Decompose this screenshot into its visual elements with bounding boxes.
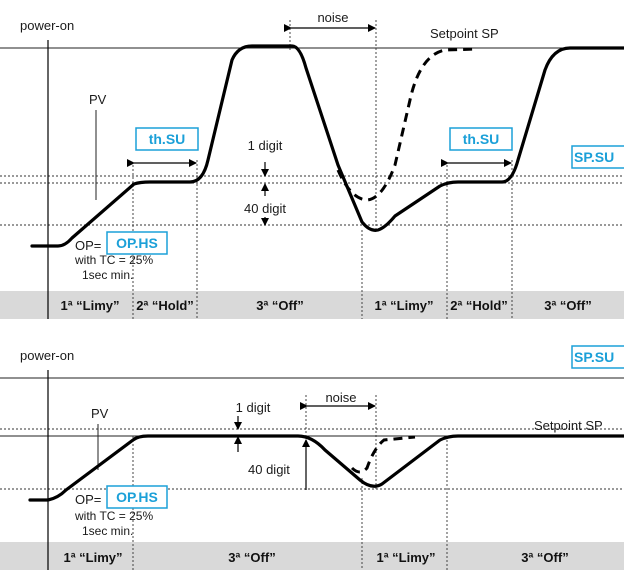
- top-tc-note: with TC = 25%: [74, 253, 153, 267]
- bottom-pv-curve: [28, 434, 624, 502]
- top-phase-label-6: 3ª “Off”: [544, 298, 591, 313]
- top-setpoint-label: Setpoint SP: [430, 26, 499, 41]
- bottom-phase-label-2: 3ª “Off”: [228, 550, 275, 565]
- top-op-hs-label: OP.HS: [116, 235, 158, 251]
- bottom-tc-note: with TC = 25%: [74, 509, 153, 523]
- bottom-op-prefix: OP=: [75, 492, 101, 507]
- bottom-phase-separators: [132, 395, 448, 570]
- bottom-40digit-label: 40 digit: [248, 462, 290, 477]
- bottom-noise-label: noise: [325, 390, 356, 405]
- top-min-note: 1sec min.: [82, 268, 133, 282]
- top-setpoint-dashed: [336, 47, 479, 202]
- top-1digit-label: 1 digit: [248, 138, 283, 153]
- top-phase-label-5: 2ª “Hold”: [450, 298, 508, 313]
- top-th-su-label-1: th.SU: [149, 131, 186, 147]
- bottom-diagram: power-on SP.SU noise Setpoint SP PV 1 di…: [0, 345, 624, 570]
- top-pv-curve: [30, 44, 624, 248]
- top-th-su-box-1: [135, 127, 199, 151]
- bottom-phase-label-4: 3ª “Off”: [521, 550, 568, 565]
- bottom-power-on-label: power-on: [20, 348, 74, 363]
- top-phase-label-3: 3ª “Off”: [256, 298, 303, 313]
- top-phase-label-1: 1ª “Limy”: [61, 298, 120, 313]
- top-diagram: noise power-on Setpoint SP PV th.SU th.S…: [0, 10, 624, 319]
- bottom-sp-su-label: SP.SU: [574, 349, 614, 365]
- bottom-pv-label: PV: [91, 406, 109, 421]
- top-sp-su-label: SP.SU: [574, 149, 614, 165]
- bottom-phase-label-1: 1ª “Limy”: [64, 550, 123, 565]
- top-noise-label: noise: [317, 10, 348, 25]
- bottom-min-note: 1sec min.: [82, 524, 133, 538]
- bottom-op-hs-label: OP.HS: [116, 489, 158, 505]
- top-power-on-label: power-on: [20, 18, 74, 33]
- top-op-prefix: OP=: [75, 238, 101, 253]
- bottom-sp-su-box: [571, 345, 624, 369]
- top-pv-label: PV: [89, 92, 107, 107]
- top-phase-band: [0, 291, 624, 319]
- bottom-setpoint-label: Setpoint SP: [534, 418, 603, 433]
- top-th-su-label-2: th.SU: [463, 131, 500, 147]
- top-phase-label-2: 2ª “Hold”: [136, 298, 194, 313]
- bottom-phase-label-3: 1ª “Limy”: [377, 550, 436, 565]
- top-phase-label-4: 1ª “Limy”: [375, 298, 434, 313]
- top-phase-separators: [132, 20, 513, 319]
- top-th-su-box-2: [449, 127, 513, 151]
- bottom-op-hs-box: [106, 485, 168, 509]
- top-op-hs-box: [106, 231, 168, 255]
- bottom-1digit-label: 1 digit: [236, 400, 271, 415]
- top-sp-su-box: [571, 145, 624, 169]
- bottom-setpoint-dashed: [350, 435, 416, 474]
- bottom-phase-band: [0, 542, 624, 570]
- top-40digit-label: 40 digit: [244, 201, 286, 216]
